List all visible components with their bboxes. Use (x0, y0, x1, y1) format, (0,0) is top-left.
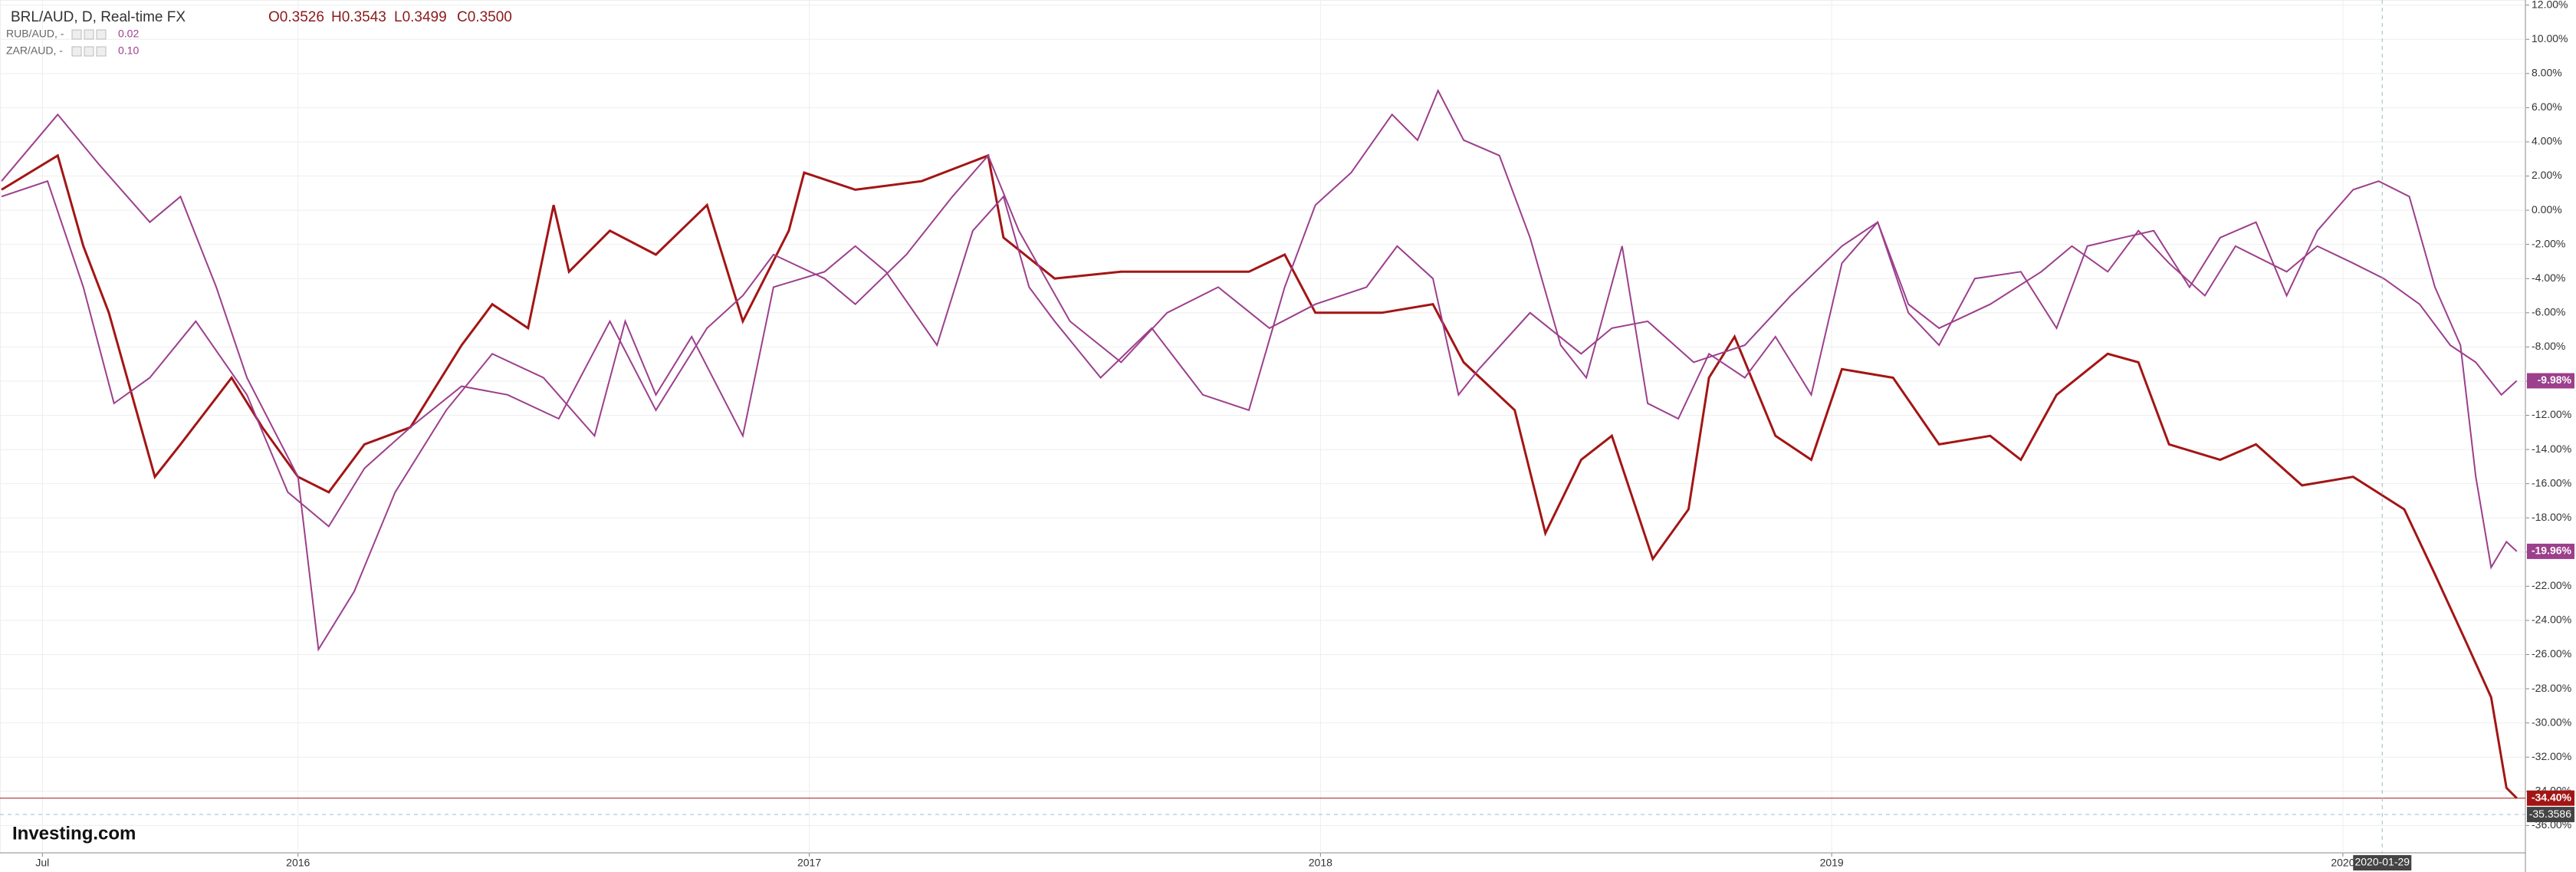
x-tick-label: Jul (35, 857, 49, 869)
plot-area (0, 0, 2526, 854)
legend-icon (96, 46, 107, 57)
legend: BRL/AUD, D, Real-time FX O0.3526 H0.3543 L0… (6, 9, 512, 57)
y-tick-label: 2.00% (2532, 169, 2562, 181)
legend-symbol: BRL/AUD, D, Real-time FX (11, 9, 186, 25)
crosshair-y-label: -35.3586 (2529, 808, 2571, 820)
y-tick-label: 6.00% (2532, 100, 2562, 113)
brand-logo: Investing.com (12, 823, 136, 844)
ohlc-value: C0.3500 (457, 9, 512, 25)
y-tick-label: -26.00% (2532, 647, 2571, 660)
legend-entry: RUB/AUD, - (6, 28, 64, 40)
legend-icon (71, 46, 82, 57)
y-tick-label: 0.00% (2532, 203, 2562, 216)
crosshair-x-badge (2353, 855, 2412, 870)
x-tick-label: 2019 (1820, 857, 1844, 869)
axes-layer: 12.00% 10.00% 8.00% 6.00% 4.00% 2.00% 0.00% -2.… (35, 0, 2574, 870)
x-tick-label: 2018 (1309, 857, 1332, 869)
y-tick-label: -18.00% (2532, 511, 2571, 523)
series-line (1, 153, 2518, 528)
legend-icon (71, 29, 82, 40)
last-value-label: -9.98% (2538, 373, 2572, 386)
y-tick-label: -6.00% (2532, 306, 2565, 318)
crosshair-x-label: 2020-01-29 (2354, 856, 2410, 868)
y-tick-label: -2.00% (2532, 237, 2565, 249)
last-value-badge (2527, 543, 2574, 559)
legend-icon (96, 29, 107, 40)
y-tick-label: -8.00% (2532, 340, 2565, 352)
y-tick-label: -4.00% (2532, 271, 2565, 284)
ohlc-value: O0.3526 (268, 9, 324, 25)
y-tick-label: -22.00% (2532, 579, 2571, 591)
y-tick-label: -32.00% (2532, 750, 2571, 762)
series-layer (0, 0, 2525, 853)
series-line (1, 153, 2518, 799)
last-value-badge (2527, 373, 2574, 389)
grid (0, 0, 2525, 853)
legend-value: 0.02 (118, 28, 139, 40)
y-tick-label: -12.00% (2532, 408, 2571, 420)
legend-icon (84, 46, 94, 57)
last-value-badge (2527, 790, 2574, 806)
y-tick-label: -14.00% (2532, 443, 2571, 455)
y-tick-label: 8.00% (2532, 67, 2562, 79)
x-tick-label: 2016 (286, 857, 310, 869)
y-tick-label: 4.00% (2532, 135, 2562, 147)
crosshair-y-badge (2527, 807, 2574, 823)
x-tick-label: 2017 (797, 857, 821, 869)
last-value-label: -19.96% (2532, 545, 2572, 557)
y-tick-label: 10.00% (2532, 32, 2568, 44)
y-tick-label: -24.00% (2532, 614, 2571, 626)
legend-entry: ZAR/AUD, - (6, 44, 63, 57)
y-tick-label: 12.00% (2532, 0, 2568, 10)
last-value-label: -34.40% (2532, 791, 2572, 803)
legend-value: 0.10 (118, 44, 139, 57)
ohlc-value: H0.3543 (331, 9, 386, 25)
y-tick-label: -30.00% (2532, 716, 2571, 728)
legend-icon (84, 29, 94, 40)
y-tick-label: -16.00% (2532, 476, 2571, 489)
ohlc-value: L0.3499 (394, 9, 447, 25)
series-line (1, 88, 2518, 652)
y-tick-label: -28.00% (2532, 682, 2571, 694)
x-tick-label: 2020 (2331, 857, 2354, 869)
